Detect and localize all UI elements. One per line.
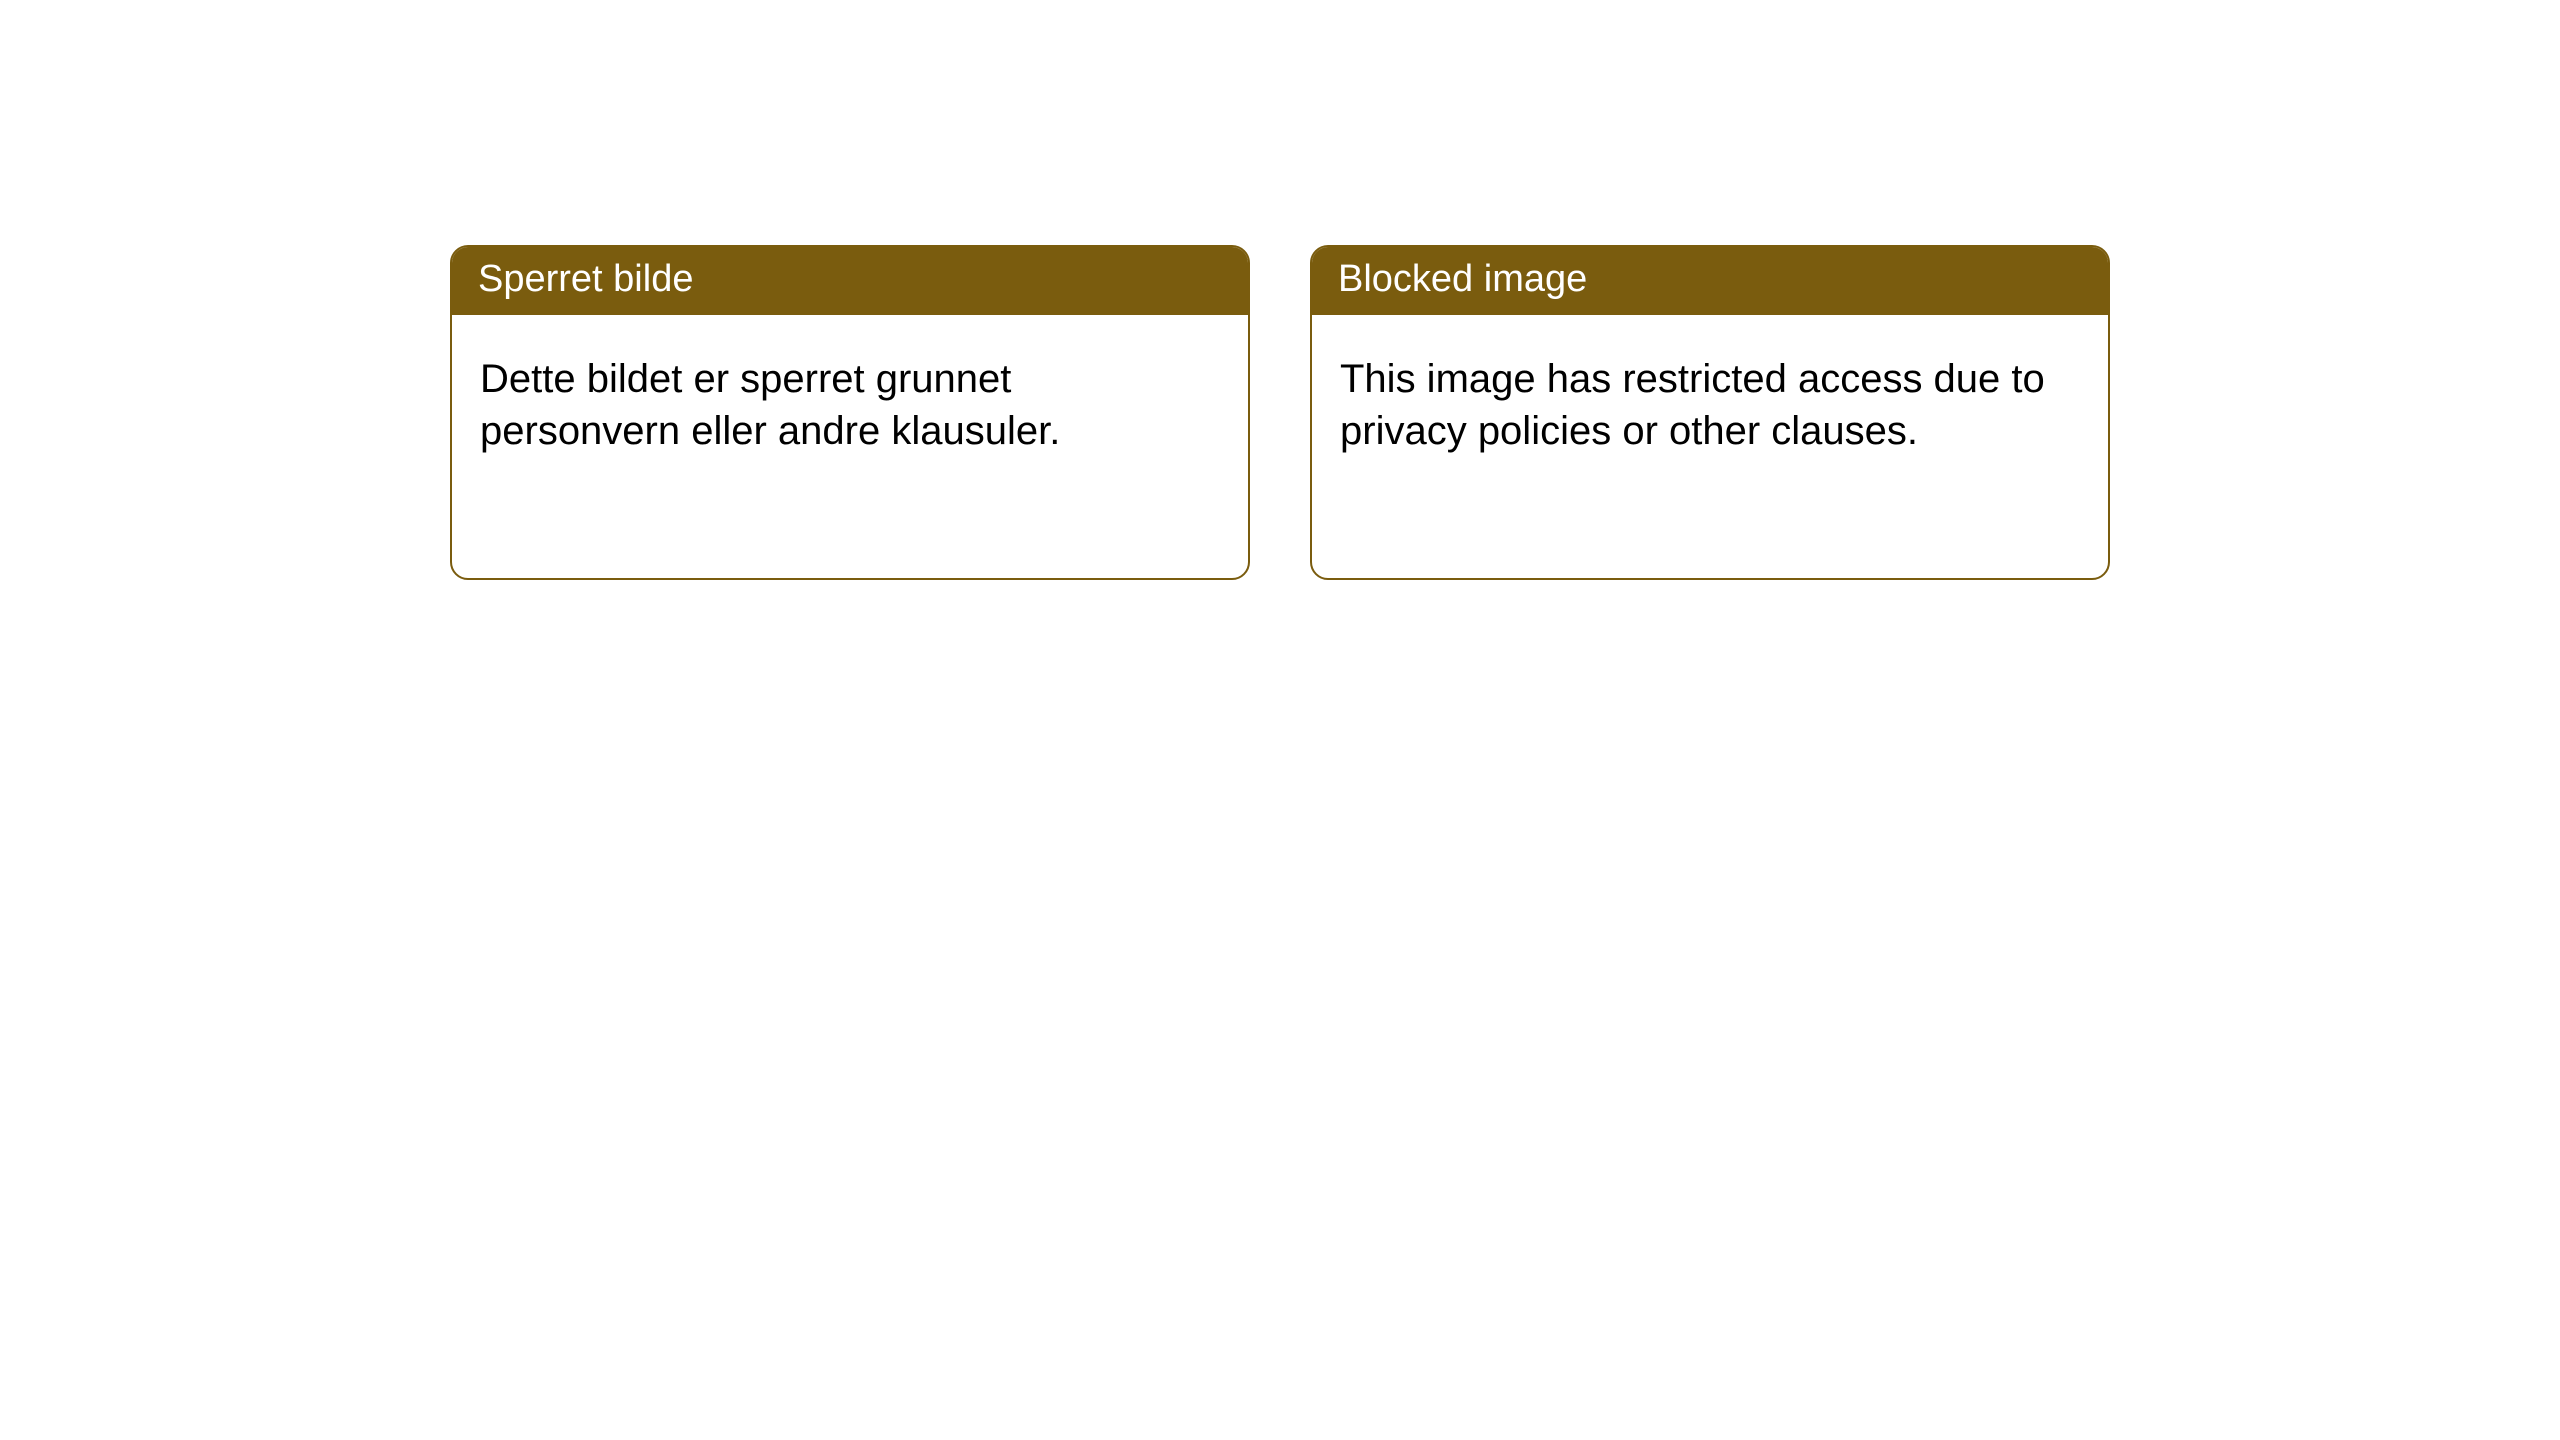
notice-container: Sperret bilde Dette bildet er sperret gr… (0, 0, 2560, 580)
card-body: Dette bildet er sperret grunnet personve… (452, 315, 1248, 485)
notice-card-norwegian: Sperret bilde Dette bildet er sperret gr… (450, 245, 1250, 580)
card-body: This image has restricted access due to … (1312, 315, 2108, 485)
card-body-text: Dette bildet er sperret grunnet personve… (480, 357, 1060, 453)
card-title: Blocked image (1338, 258, 1587, 300)
card-header: Blocked image (1312, 247, 2108, 315)
card-title: Sperret bilde (478, 258, 693, 300)
card-header: Sperret bilde (452, 247, 1248, 315)
card-body-text: This image has restricted access due to … (1340, 357, 2045, 453)
notice-card-english: Blocked image This image has restricted … (1310, 245, 2110, 580)
